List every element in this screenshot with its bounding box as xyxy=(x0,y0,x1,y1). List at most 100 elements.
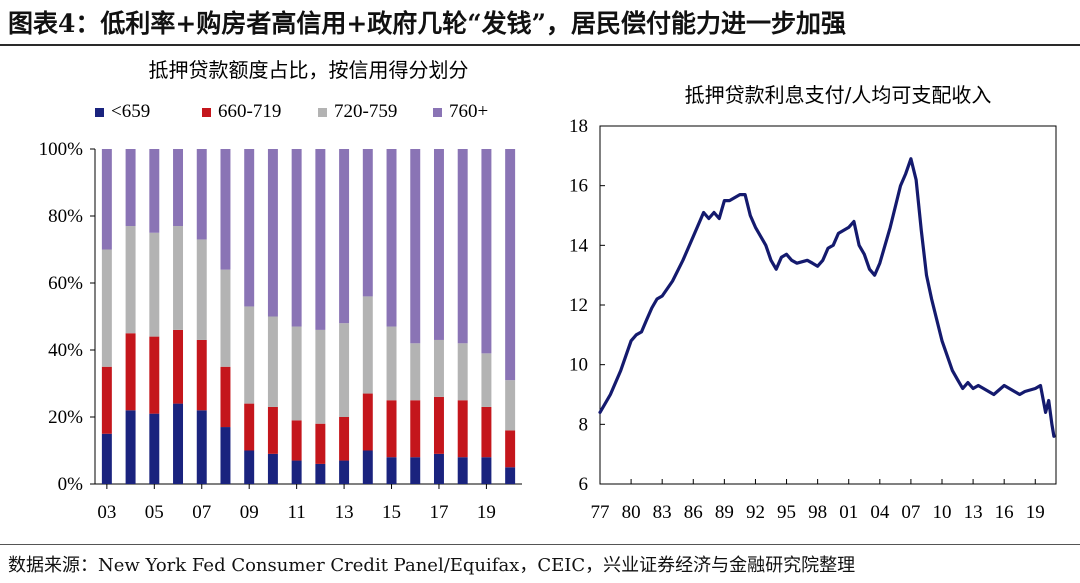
plot-frame xyxy=(599,125,1057,485)
bar-segment xyxy=(267,406,278,454)
bar-segment xyxy=(101,366,112,434)
bar-segment xyxy=(505,149,516,381)
bar-segment xyxy=(149,413,160,484)
bar-segment xyxy=(433,453,444,484)
bar-segment xyxy=(173,149,184,227)
bar-segment xyxy=(362,393,373,451)
x-tick-label: 03 xyxy=(97,502,116,523)
mortgage-interest-ratio-line-chart: 抵押贷款利息支付/人均可支配收入 6 8 10 12 14 16 18 77 80 83 86 89 92… xyxy=(569,83,1057,523)
bar-segment xyxy=(386,400,397,458)
bar-segment xyxy=(481,406,492,458)
bar-segment xyxy=(291,420,302,461)
bar-segment xyxy=(244,306,255,404)
bar-segment xyxy=(125,333,136,411)
y-tick-label: 100% xyxy=(39,139,84,160)
x-tick-label: 17 xyxy=(429,502,448,523)
x-tick-label: 15 xyxy=(382,502,401,523)
x-tick-label: 13 xyxy=(335,502,354,523)
y-tick-label: 18 xyxy=(569,116,588,137)
x-tick-label: 86 xyxy=(684,502,703,523)
x-tick-label: 92 xyxy=(746,502,765,523)
x-tick-label: 07 xyxy=(901,502,920,523)
title-rule xyxy=(0,44,1080,46)
x-tick-label: 98 xyxy=(808,502,827,523)
figure-title: 图表4：低利率+购房者高信用+政府几轮“发钱”，居民偿付能力进一步加强 xyxy=(8,9,847,38)
y-tick-label: 16 xyxy=(569,176,588,197)
bar-segment xyxy=(196,239,207,340)
bar-segment xyxy=(101,149,112,250)
y-tick-label: 0% xyxy=(58,474,84,495)
bar-segment xyxy=(101,433,112,484)
series-line xyxy=(598,157,1056,438)
bar-segment xyxy=(125,226,136,334)
bar-segment xyxy=(339,460,350,484)
bar-segment xyxy=(315,423,326,464)
bar-segment xyxy=(173,403,184,484)
bar-segment xyxy=(315,149,326,330)
y-tick-label: 8 xyxy=(579,414,589,435)
legend-label: 760+ xyxy=(449,101,488,122)
bar-segment xyxy=(315,329,326,424)
bar-segment xyxy=(362,149,373,297)
x-tick-label: 83 xyxy=(653,502,672,523)
chart-title: 抵押贷款额度占比，按信用得分划分 xyxy=(149,58,469,82)
bar-segment xyxy=(362,296,373,394)
chart-title: 抵押贷款利息支付/人均可支配收入 xyxy=(685,83,992,107)
y-tick-label: 12 xyxy=(569,295,588,316)
bar-segment xyxy=(362,450,373,484)
bar-segment xyxy=(173,329,184,404)
bar-segment xyxy=(433,149,444,340)
bar-segment xyxy=(220,149,231,270)
x-tick-label: 10 xyxy=(933,502,952,523)
bar-segment xyxy=(220,427,231,484)
bar-segment xyxy=(457,343,468,401)
bar-segment xyxy=(339,323,350,417)
bar-segment xyxy=(125,149,136,227)
bar-segment xyxy=(196,339,207,411)
y-tick-label: 40% xyxy=(48,340,83,361)
bar-segment xyxy=(339,417,350,461)
legend-label: <659 xyxy=(111,101,150,122)
y-tick-label: 60% xyxy=(48,273,83,294)
x-tick-label: 95 xyxy=(777,502,796,523)
legend-swatch xyxy=(318,108,327,117)
legend-swatch xyxy=(433,108,442,117)
bar-segment xyxy=(220,366,231,428)
bar-segment xyxy=(291,326,302,421)
y-tick-label: 14 xyxy=(569,235,589,256)
bar-segment xyxy=(149,232,160,337)
bar-segment xyxy=(244,403,255,451)
bar-segment xyxy=(505,467,516,484)
bar-segment xyxy=(433,339,444,397)
bar-segment xyxy=(315,463,326,484)
source-note: 数据来源：New York Fed Consumer Credit Panel/… xyxy=(8,555,856,576)
bar-segment xyxy=(291,460,302,484)
bar-segment xyxy=(386,326,397,401)
legend-label: 660-719 xyxy=(218,101,281,122)
bar-segment xyxy=(101,249,112,367)
y-tick-label: 10 xyxy=(569,355,588,376)
bar-segment xyxy=(339,149,350,324)
legend-swatch xyxy=(202,108,211,117)
x-tick-label: 80 xyxy=(622,502,641,523)
bar-segment xyxy=(244,450,255,484)
bar-segment xyxy=(457,400,468,458)
y-tick-label: 20% xyxy=(48,407,83,428)
bar-segment xyxy=(410,343,421,401)
bar-segment xyxy=(173,226,184,330)
bar-segment xyxy=(244,149,255,307)
bar-segment xyxy=(481,149,492,354)
bar-segment xyxy=(505,430,516,468)
bar-segment xyxy=(267,453,278,484)
bar-segment xyxy=(481,457,492,484)
bar-segment xyxy=(196,410,207,484)
bar-segment xyxy=(433,396,444,454)
y-tick-label: 6 xyxy=(579,474,589,495)
bar-segment xyxy=(149,336,160,414)
x-tick-label: 05 xyxy=(145,502,164,523)
bar-segment xyxy=(481,353,492,407)
bar-segment xyxy=(386,457,397,484)
legend-label: 720-759 xyxy=(334,101,397,122)
x-tick-label: 16 xyxy=(995,502,1014,523)
x-tick-label: 09 xyxy=(240,502,259,523)
